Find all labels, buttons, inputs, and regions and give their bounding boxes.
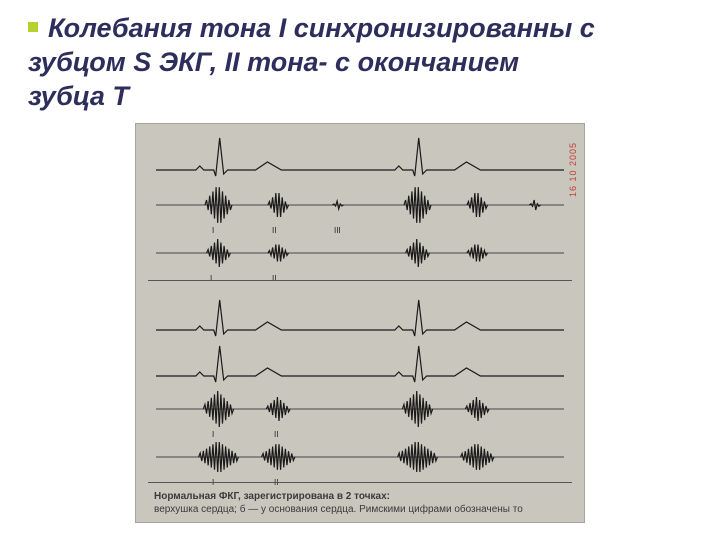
caption-line-1: Нормальная ФКГ, зарегистрирована в 2 точ… [154, 490, 523, 503]
title-line-2: зубцом S ЭКГ, II тона- с окончанием [28, 46, 692, 80]
pcg-trace: III [156, 230, 564, 276]
ecg-trace [156, 338, 564, 384]
figure-container: 16 10 2005 Нормальная ФКГ, зарегистриров… [0, 123, 720, 523]
tone-label: II [272, 274, 276, 283]
title-line-3: зубца Т [28, 80, 692, 114]
figure-caption: Нормальная ФКГ, зарегистрирована в 2 точ… [154, 490, 523, 516]
panel-divider [148, 280, 572, 281]
title-text-3: зубца Т [28, 81, 129, 111]
title-text-1: Колебания тона I синхронизированны с [48, 13, 595, 43]
title-line-1: Колебания тона I синхронизированны с [28, 12, 692, 46]
bullet-icon [28, 22, 38, 32]
ecg-trace [156, 132, 564, 178]
date-label: 16 10 2005 [568, 142, 578, 197]
pcg-trace: III [156, 386, 564, 432]
tone-label: I [210, 274, 212, 283]
phonocardiogram-figure: 16 10 2005 Нормальная ФКГ, зарегистриров… [135, 123, 585, 523]
title-text-2: зубцом S ЭКГ, II тона- с окончанием [28, 47, 519, 77]
title-block: Колебания тона I синхронизированны с зуб… [0, 0, 720, 119]
caption-line-2: верхушка сердца; б — у основания сердца.… [154, 503, 523, 516]
ecg-trace [156, 292, 564, 338]
pcg-trace: IIIIII [156, 182, 564, 228]
pcg-trace: III [156, 434, 564, 480]
panel-divider [148, 482, 572, 483]
